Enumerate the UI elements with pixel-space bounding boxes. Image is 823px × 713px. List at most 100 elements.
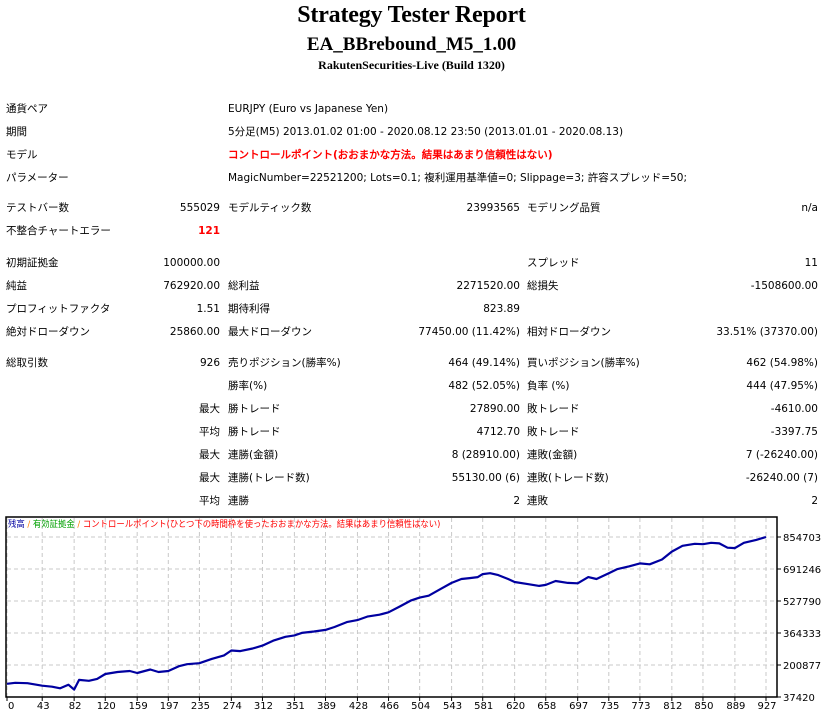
bars-value: 555029 <box>179 202 220 214</box>
svg-text:159: 159 <box>129 701 148 712</box>
avg-win-label: 勝トレード <box>228 426 281 438</box>
svg-text:466: 466 <box>380 701 399 712</box>
report-title: Strategy Tester Report <box>297 2 526 28</box>
balance-chart: 0 43 82 120 159 197 235 274 312 351 389 428 466 504 54… <box>5 516 821 712</box>
max-consec-loss-money-value: 7 (-26240.00) <box>745 449 818 461</box>
svg-text:543: 543 <box>443 701 462 712</box>
legend-model-desc: (ひとつ下の時間枠を使ったおおまかな方法。結果はあまり信頼性はない) <box>166 520 441 530</box>
params-value: MagicNumber=22521200; Lots=0.1; 複利運用基準値=… <box>228 172 687 184</box>
quality-label: モデリング品質 <box>527 202 601 214</box>
mismatch-label: 不整合チャートエラー <box>6 225 111 237</box>
svg-text:504: 504 <box>411 701 430 712</box>
spread-label: スプレッド <box>527 257 580 269</box>
svg-text:200877: 200877 <box>783 661 821 672</box>
svg-text:351: 351 <box>286 701 305 712</box>
svg-text:274: 274 <box>223 701 242 712</box>
svg-text:620: 620 <box>506 701 525 712</box>
svg-text:364333: 364333 <box>783 629 821 640</box>
loss-rate-value: 444 (47.95%) <box>746 380 818 392</box>
avg-consec-win-value: 2 <box>513 495 520 507</box>
largest-loss-value: -4610.00 <box>770 403 818 415</box>
avg-loss-value: -3397.75 <box>770 426 818 438</box>
largest-win-value: 27890.00 <box>469 403 520 415</box>
legend-separator: / <box>74 520 83 530</box>
total-trades-label: 総取引数 <box>6 357 48 369</box>
long-value: 462 (54.98%) <box>746 357 818 369</box>
expected-label: 期待利得 <box>228 303 270 315</box>
svg-text:82: 82 <box>69 701 82 712</box>
loss-rate-label: 負率 (%) <box>527 380 570 392</box>
total-trades-value: 926 <box>199 357 220 369</box>
max-consec-win-count-value: 55130.00 (6) <box>451 472 520 484</box>
svg-text:658: 658 <box>537 701 556 712</box>
chart-frame <box>5 516 778 698</box>
svg-text:428: 428 <box>349 701 368 712</box>
max-consec-win-money-label: 連勝(金額) <box>228 449 279 461</box>
pf-value: 1.51 <box>196 303 220 315</box>
avg-prefix: 平均 <box>199 426 220 438</box>
svg-text:697: 697 <box>569 701 588 712</box>
max-consec-loss-money-label: 連敗(金額) <box>527 449 578 461</box>
svg-text:889: 889 <box>726 701 745 712</box>
ticks-label: モデルティック数 <box>228 202 312 214</box>
gross-profit-value: 2271520.00 <box>456 280 520 292</box>
svg-text:581: 581 <box>474 701 493 712</box>
y-axis-labels: 37420 200877 364333 527790 691246 854703 <box>783 533 821 704</box>
win-rate-label: 勝率(%) <box>228 380 268 392</box>
mismatch-value: 121 <box>198 225 220 237</box>
svg-text:0: 0 <box>8 701 14 712</box>
svg-text:197: 197 <box>160 701 179 712</box>
ticks-value: 23993565 <box>466 202 520 214</box>
max-dd-label: 最大ドローダウン <box>228 326 312 338</box>
max-prefix: 最大 <box>199 472 220 484</box>
legend-equity: 有効証拠金 <box>32 520 75 530</box>
svg-text:735: 735 <box>600 701 619 712</box>
svg-text:312: 312 <box>254 701 273 712</box>
gross-loss-value: -1508600.00 <box>750 280 818 292</box>
net-value: 762920.00 <box>163 280 220 292</box>
rel-dd-label: 相対ドローダウン <box>527 326 611 338</box>
deposit-label: 初期証拠金 <box>6 257 59 269</box>
svg-text:691246: 691246 <box>783 565 821 576</box>
short-label: 売りポジション(勝率%) <box>228 357 341 369</box>
max-consec-win-money-value: 8 (28910.00) <box>451 449 520 461</box>
net-label: 純益 <box>6 280 27 292</box>
gross-loss-label: 総損失 <box>527 280 559 292</box>
svg-text:37420: 37420 <box>783 693 815 704</box>
largest-win-label: 勝トレード <box>228 403 281 415</box>
avg-prefix: 平均 <box>199 495 220 507</box>
symbol-value: EURJPY (Euro vs Japanese Yen) <box>228 103 389 115</box>
deposit-value: 100000.00 <box>163 257 220 269</box>
avg-consec-win-label: 連勝 <box>228 495 249 507</box>
max-consec-loss-count-label: 連敗(トレード数) <box>527 472 609 484</box>
long-label: 買いポジション(勝率%) <box>527 357 640 369</box>
avg-consec-loss-label: 連敗 <box>527 495 548 507</box>
period-label: 期間 <box>6 126 27 138</box>
rel-dd-value: 33.51% (37370.00) <box>716 326 818 338</box>
short-value: 464 (49.14%) <box>448 357 520 369</box>
period-value: 5分足(M5) 2013.01.02 01:00 - 2020.08.12 23… <box>228 126 624 138</box>
abs-dd-label: 絶対ドローダウン <box>6 326 90 338</box>
server-build: RakutenSecurities-Live (Build 1320) <box>318 58 505 72</box>
svg-text:812: 812 <box>663 701 682 712</box>
svg-text:850: 850 <box>694 701 713 712</box>
svg-text:527790: 527790 <box>783 597 821 608</box>
max-consec-loss-count-value: -26240.00 (7) <box>745 472 818 484</box>
chart-grid <box>6 518 781 701</box>
gross-profit-label: 総利益 <box>228 280 260 292</box>
ea-name: EA_BBrebound_M5_1.00 <box>306 34 517 55</box>
svg-text:389: 389 <box>317 701 336 712</box>
max-dd-value: 77450.00 (11.42%) <box>418 326 520 338</box>
balance-line <box>6 535 767 691</box>
pf-label: プロフィットファクタ <box>6 303 111 315</box>
avg-win-value: 4712.70 <box>476 426 520 438</box>
win-rate-value: 482 (52.05%) <box>448 380 520 392</box>
x-axis-labels: 0 43 82 120 159 197 235 274 312 351 389 428 466 504 54… <box>8 701 777 712</box>
model-label: モデル <box>6 149 38 161</box>
svg-text:120: 120 <box>97 701 116 712</box>
expected-value: 823.89 <box>483 303 520 315</box>
legend-model: コントロールポイント <box>82 520 167 530</box>
chart-legend: 残高 / 有効証拠金 / コントロールポイント(ひとつ下の時間枠を使ったおおまか… <box>8 519 440 531</box>
bars-label: テストバー数 <box>6 202 69 214</box>
avg-consec-loss-value: 2 <box>811 495 818 507</box>
